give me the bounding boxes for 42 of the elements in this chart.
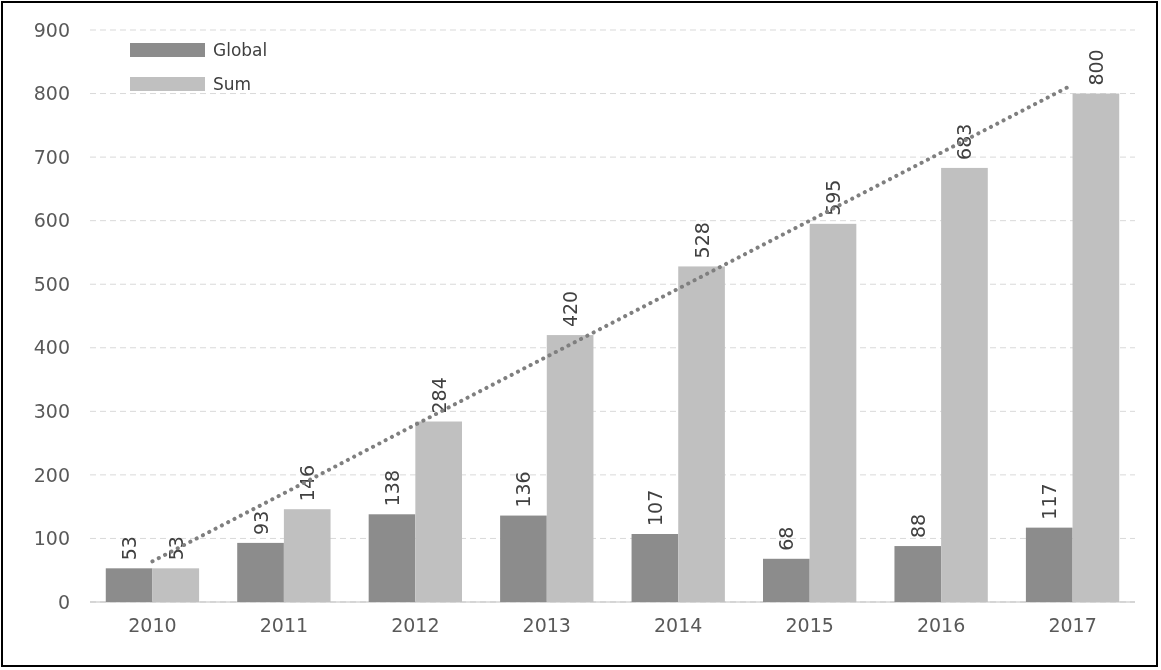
y-tick-label: 800 [33,82,70,105]
y-tick-label: 700 [33,145,70,168]
data-label: 528 [690,222,713,259]
x-tick-label: 2011 [259,614,309,636]
legend-label: Sum [213,73,252,94]
x-tick-label: 2015 [785,614,834,636]
data-label: 107 [643,489,666,526]
bar [894,546,942,602]
y-tick-label: 500 [33,272,70,295]
x-tick-label: 2014 [654,614,703,636]
data-label: 138 [381,470,403,507]
data-label: 284 [427,377,450,414]
x-tick-label: 2013 [522,614,571,636]
data-label: 88 [906,513,929,539]
y-tick-label: 0 [57,590,70,613]
legend-label: Global [213,39,268,60]
y-tick-label: 100 [33,527,70,550]
data-label: 420 [559,290,582,328]
y-tick-label: 900 [33,18,70,41]
bar [368,514,416,602]
y-tick-label: 600 [33,209,70,232]
data-label: 683 [953,123,976,160]
x-tick-label: 2016 [916,614,966,636]
y-tick-label: 400 [33,336,70,359]
data-label: 93 [249,510,272,535]
data-label: 53 [164,536,187,561]
x-tick-label: 2017 [1048,614,1097,636]
bar [237,542,284,602]
data-label: 53 [118,536,141,561]
bar [763,558,810,602]
x-tick-label: 2012 [391,614,440,636]
data-label: 800 [1084,49,1107,86]
data-label: 136 [512,471,535,508]
data-label: 117 [1038,483,1061,520]
bar [1025,527,1073,602]
bar [105,568,153,602]
y-tick-label: 300 [33,399,70,422]
y-tick-label: 200 [33,463,70,486]
data-label: 68 [775,526,798,551]
bar [500,515,547,602]
x-tick-label: 2010 [128,614,177,636]
bar [631,534,679,602]
